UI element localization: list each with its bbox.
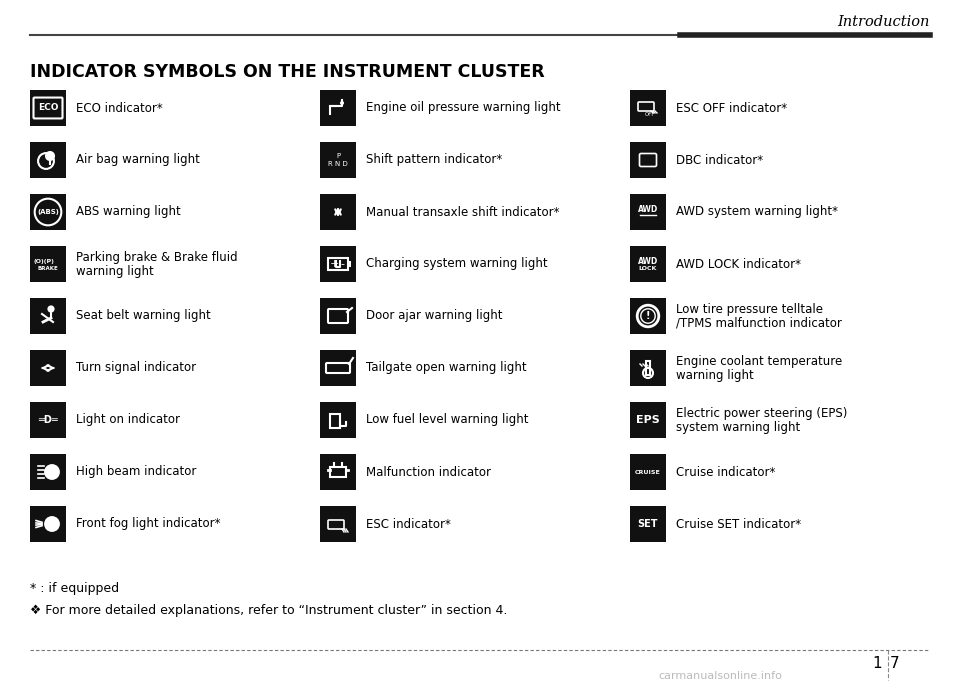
Text: 1: 1 [873, 655, 882, 670]
Bar [330, 467, 346, 477]
Text: system warning light: system warning light [676, 420, 801, 433]
Text: Low fuel level warning light: Low fuel level warning light [366, 413, 529, 426]
Bar [330, 414, 340, 428]
Circle shape [45, 151, 55, 161]
Text: warning light: warning light [76, 265, 154, 278]
Text: CRUISE: CRUISE [636, 469, 660, 475]
FancyBboxPatch shape [630, 90, 666, 126]
Text: ECO: ECO [37, 103, 59, 112]
FancyBboxPatch shape [320, 142, 356, 178]
FancyBboxPatch shape [630, 246, 666, 282]
Circle shape [44, 464, 60, 480]
Text: Seat belt warning light: Seat belt warning light [76, 309, 211, 322]
Text: Air bag warning light: Air bag warning light [76, 154, 200, 167]
Text: Introduction: Introduction [838, 15, 930, 29]
Text: LOCK: LOCK [638, 267, 658, 271]
FancyBboxPatch shape [320, 194, 356, 230]
Text: ═D═: ═D═ [38, 415, 58, 425]
FancyBboxPatch shape [320, 506, 356, 542]
Text: DBC indicator*: DBC indicator* [676, 154, 763, 167]
FancyBboxPatch shape [30, 90, 66, 126]
FancyBboxPatch shape [320, 90, 356, 126]
FancyBboxPatch shape [30, 246, 66, 282]
Text: !: ! [646, 311, 650, 321]
FancyBboxPatch shape [30, 194, 66, 230]
Text: Manual transaxle shift indicator*: Manual transaxle shift indicator* [366, 205, 560, 218]
FancyBboxPatch shape [320, 298, 356, 334]
FancyBboxPatch shape [630, 194, 666, 230]
Text: Parking brake & Brake fluid: Parking brake & Brake fluid [76, 251, 238, 263]
FancyBboxPatch shape [30, 454, 66, 490]
Text: Shift pattern indicator*: Shift pattern indicator* [366, 154, 502, 167]
Text: Engine coolant temperature: Engine coolant temperature [676, 355, 842, 367]
Text: (ABS): (ABS) [37, 209, 59, 215]
Text: INDICATOR SYMBOLS ON THE INSTRUMENT CLUSTER: INDICATOR SYMBOLS ON THE INSTRUMENT CLUS… [30, 63, 544, 81]
FancyBboxPatch shape [630, 298, 666, 334]
FancyBboxPatch shape [30, 402, 66, 438]
Text: High beam indicator: High beam indicator [76, 466, 197, 478]
Bar [348, 261, 351, 267]
Text: AWD: AWD [637, 256, 659, 265]
Text: BRAKE: BRAKE [37, 267, 59, 271]
Bar [646, 361, 650, 375]
Text: Light on indicator: Light on indicator [76, 413, 180, 426]
FancyBboxPatch shape [320, 454, 356, 490]
FancyBboxPatch shape [630, 402, 666, 438]
Text: Door ajar warning light: Door ajar warning light [366, 309, 502, 322]
Text: Front fog light indicator*: Front fog light indicator* [76, 517, 221, 531]
Circle shape [44, 516, 60, 532]
Text: SET: SET [637, 519, 659, 529]
Text: AWD: AWD [637, 205, 659, 214]
Text: Cruise indicator*: Cruise indicator* [676, 466, 776, 478]
Text: AWD system warning light*: AWD system warning light* [676, 205, 838, 218]
Text: * : if equipped: * : if equipped [30, 582, 119, 595]
Text: (O)(P): (O)(P) [34, 258, 55, 263]
FancyBboxPatch shape [320, 246, 356, 282]
Text: carmanualsonline.info: carmanualsonline.info [658, 671, 782, 681]
Circle shape [340, 101, 344, 105]
Text: Malfunction indicator: Malfunction indicator [366, 466, 491, 478]
FancyBboxPatch shape [630, 350, 666, 386]
Text: Turn signal indicator: Turn signal indicator [76, 362, 196, 375]
FancyBboxPatch shape [30, 506, 66, 542]
FancyBboxPatch shape [630, 454, 666, 490]
Text: ESC indicator*: ESC indicator* [366, 517, 451, 531]
Text: P
R N D: P R N D [328, 154, 348, 167]
Text: ECO indicator*: ECO indicator* [76, 101, 163, 114]
FancyBboxPatch shape [30, 350, 66, 386]
FancyBboxPatch shape [630, 142, 666, 178]
Text: AWD LOCK indicator*: AWD LOCK indicator* [676, 258, 801, 271]
Text: ❖ For more detailed explanations, refer to “Instrument cluster” in section 4.: ❖ For more detailed explanations, refer … [30, 604, 508, 617]
Text: EPS: EPS [636, 415, 660, 425]
Text: 7: 7 [890, 655, 900, 670]
Text: OFF: OFF [645, 112, 656, 116]
Text: +: + [329, 259, 339, 269]
Text: Cruise SET indicator*: Cruise SET indicator* [676, 517, 802, 531]
Circle shape [47, 305, 55, 313]
FancyBboxPatch shape [30, 298, 66, 334]
Text: Engine oil pressure warning light: Engine oil pressure warning light [366, 101, 561, 114]
FancyBboxPatch shape [630, 506, 666, 542]
Text: ABS warning light: ABS warning light [76, 205, 180, 218]
Text: Charging system warning light: Charging system warning light [366, 258, 547, 271]
Text: -: - [340, 259, 344, 269]
FancyBboxPatch shape [30, 142, 66, 178]
Text: Electric power steering (EPS): Electric power steering (EPS) [676, 407, 848, 420]
Text: Tailgate open warning light: Tailgate open warning light [366, 362, 527, 375]
FancyBboxPatch shape [320, 402, 356, 438]
Text: /TPMS malfunction indicator: /TPMS malfunction indicator [676, 316, 842, 329]
Text: warning light: warning light [676, 369, 754, 382]
FancyBboxPatch shape [320, 350, 356, 386]
Text: Low tire pressure telltale: Low tire pressure telltale [676, 302, 823, 316]
Text: ESC OFF indicator*: ESC OFF indicator* [676, 101, 787, 114]
